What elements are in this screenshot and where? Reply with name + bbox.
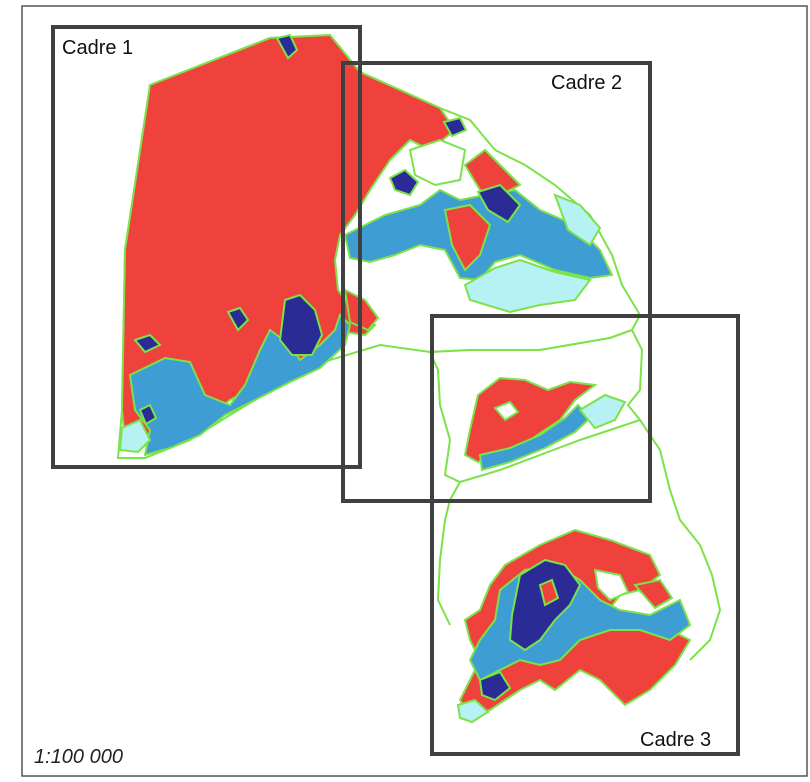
corridor-line-1 <box>436 481 461 626</box>
blue-zone-south-band <box>128 313 352 457</box>
cyan-zone-middle <box>578 393 627 430</box>
cadre-3-frame <box>430 314 740 756</box>
red-zone-middle <box>463 376 598 464</box>
cadre-3-label: Cadre 3 <box>640 729 712 751</box>
darkblue-pocket-5 <box>388 168 420 197</box>
darkblue-pocket-4 <box>476 183 522 224</box>
red-zone-east-2 <box>443 203 492 272</box>
darkblue-pocket-7 <box>275 33 299 60</box>
white-enclave-middle <box>493 400 520 422</box>
cadre-1-label: Cadre 1 <box>62 37 134 59</box>
white-enclave-1 <box>408 138 467 187</box>
darkblue-pocket-2 <box>226 306 250 332</box>
cyan-zone-south <box>456 698 490 724</box>
middle-landmass <box>428 328 722 661</box>
darkblue-pocket-6 <box>442 116 468 138</box>
red-zone-east-1 <box>463 148 522 197</box>
cadre-1-frame <box>51 25 362 469</box>
cyan-zone-west <box>118 418 152 454</box>
cyan-zone-east-2 <box>463 258 592 314</box>
north-landmass <box>116 33 642 459</box>
cyan-zone-east-1 <box>553 193 602 247</box>
cadre-2-frame <box>341 61 652 503</box>
cadre-2-label: Cadre 2 <box>551 72 623 94</box>
darkblue-pocket-3 <box>133 333 162 354</box>
darkblue-patch-south <box>478 670 512 702</box>
darkblue-pocket-1 <box>278 293 324 356</box>
scale-label: 1:100 000 <box>34 746 123 768</box>
red-patch-south-1 <box>538 578 560 607</box>
corridor-line-2 <box>639 419 722 661</box>
white-enclave-south <box>593 568 630 602</box>
darkblue-pocket-8 <box>138 403 158 426</box>
red-patch-south-2 <box>633 578 674 610</box>
south-landmass <box>456 528 692 724</box>
